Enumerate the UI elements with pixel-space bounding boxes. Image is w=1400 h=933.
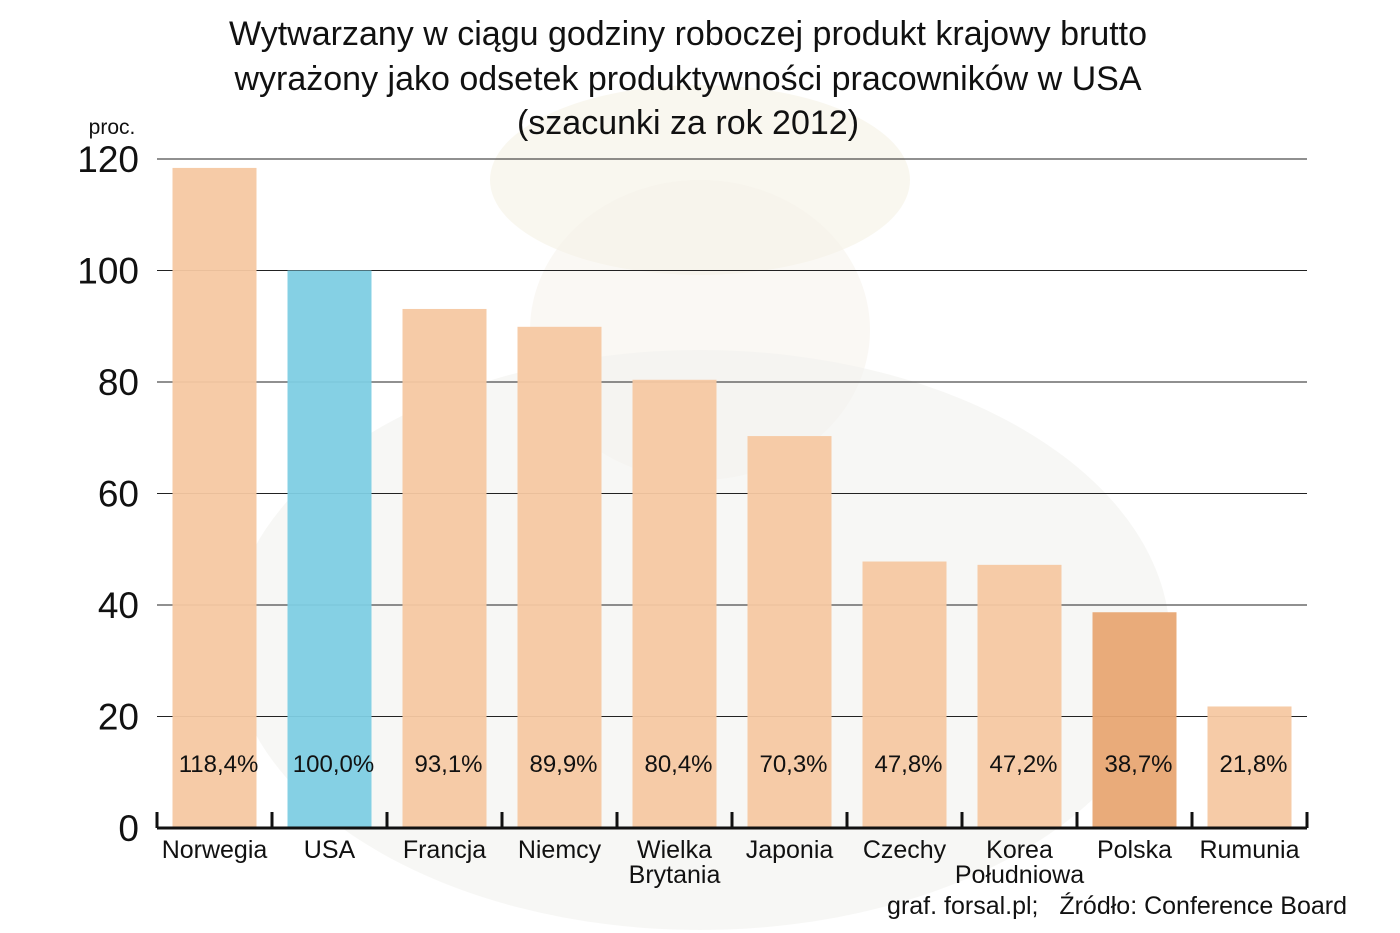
bar <box>172 167 257 829</box>
chart-title-line: Wytwarzany w ciągu godziny roboczej prod… <box>229 15 1147 53</box>
bar <box>632 379 717 828</box>
y-axis-unit-label: proc. <box>89 116 136 139</box>
value-labels: 118,4% 100,0% 93,1% 89,9% 80,4% 70,3% 47,8% 47,… <box>179 751 1288 778</box>
y-tick-label: 0 <box>118 808 139 849</box>
bars <box>172 167 1292 829</box>
y-axis-tick-labels: 0 20 40 60 80 100 120 <box>77 139 139 849</box>
bar <box>1207 706 1292 828</box>
y-tick-label: 100 <box>77 251 139 292</box>
bar <box>402 308 487 828</box>
category-label: Wielka <box>637 836 712 864</box>
category-label: Japonia <box>746 836 834 864</box>
y-tick-label: 40 <box>98 585 139 626</box>
category-label: Norwegia <box>162 836 268 864</box>
source-note: graf. forsal.pl; Źródło: Conference Boar… <box>887 891 1347 920</box>
category-label: Korea <box>986 836 1053 864</box>
category-label: Niemcy <box>518 836 602 864</box>
chart-title: Wytwarzany w ciągu godziny roboczej prod… <box>229 15 1147 142</box>
bar-value-label: 80,4% <box>644 751 712 778</box>
bar <box>517 326 602 828</box>
category-label: Brytania <box>629 861 721 889</box>
bar-value-label: 100,0% <box>293 751 374 778</box>
y-axis-unit: proc. <box>89 116 136 139</box>
category-label: Rumunia <box>1199 836 1299 864</box>
bar-value-label: 118,4% <box>179 751 259 778</box>
bar-value-label: 89,9% <box>529 751 597 778</box>
category-label: USA <box>304 836 356 864</box>
bar <box>747 436 832 828</box>
source-text: graf. forsal.pl; Źródło: Conference Boar… <box>887 891 1347 920</box>
y-tick-label: 80 <box>98 362 139 403</box>
bar-value-label: 93,1% <box>414 751 482 778</box>
chart-title-line: (szacunki za rok 2012) <box>517 104 859 142</box>
chart-title-line: wyrażony jako odsetek produktywności pra… <box>233 60 1141 98</box>
bar-value-label: 47,8% <box>874 751 942 778</box>
bar <box>862 561 947 828</box>
category-label: Polska <box>1097 836 1172 864</box>
bar-value-label: 21,8% <box>1219 751 1287 778</box>
bar-value-label: 70,3% <box>759 751 827 778</box>
bar <box>977 564 1062 828</box>
bar <box>287 270 372 828</box>
y-tick-label: 120 <box>77 139 139 180</box>
x-axis <box>155 812 1309 830</box>
bar <box>1092 612 1177 828</box>
bar-value-label: 47,2% <box>989 751 1057 778</box>
y-tick-label: 60 <box>98 474 139 515</box>
y-tick-label: 20 <box>98 697 139 738</box>
bar-value-label: 38,7% <box>1104 751 1172 778</box>
category-label: Czechy <box>863 836 947 864</box>
category-label: Francja <box>403 836 486 864</box>
category-label: Południowa <box>955 861 1084 889</box>
